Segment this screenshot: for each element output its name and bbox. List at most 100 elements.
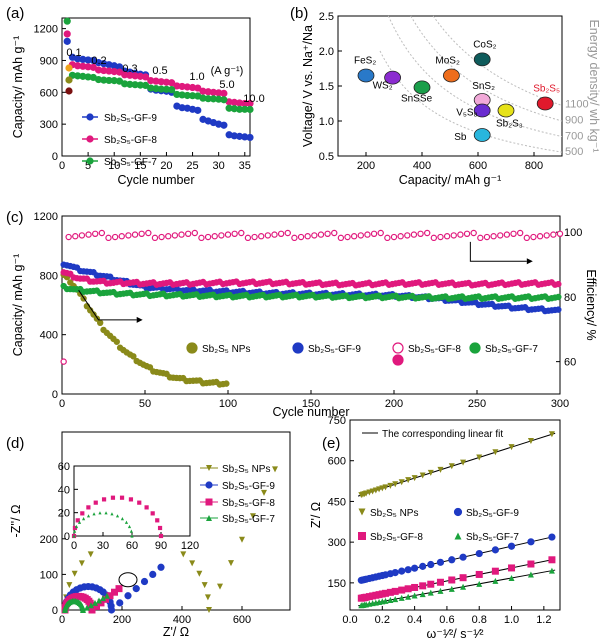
panel-c-y2label: Efficiency/ % (584, 269, 598, 340)
panel-e-legend-marker (454, 532, 462, 540)
panel-c-ytick-label: 1200 (34, 211, 58, 223)
panel-e-legend-label: Sb₂S₅ NPs (370, 508, 418, 519)
panel-a-ytick-label: 600 (40, 87, 58, 99)
panel-d-point (88, 602, 94, 609)
panel-e-label: (e) (322, 435, 340, 452)
panel-b-point (413, 80, 431, 95)
panel-c-xtick-label: 150 (302, 398, 320, 410)
panel-c-y2tick-label: 80 (564, 292, 576, 304)
panel-b-point (473, 128, 491, 142)
panel-c-efficiency-point (410, 231, 418, 238)
panel-b-contour (432, 15, 563, 106)
panel-c-legend-label: Sb₂S₅ NPs (202, 344, 250, 355)
panel-c-ylabel: Capacity/ mAh g⁻¹ (11, 254, 25, 356)
panel-d-inset-point (75, 518, 80, 523)
panel-c-efficiency-point (151, 234, 159, 242)
panel-b-point (384, 70, 402, 85)
panel-c-efficiency-point (60, 358, 67, 365)
panel-d-legend-marker (205, 498, 213, 506)
panel-a-xtick-label: 30 (213, 160, 225, 172)
panel-d-point (66, 582, 73, 589)
panel-c-y2tick-label: 100 (564, 227, 582, 239)
panel-e-point (548, 556, 556, 564)
panel-d-inset-point (129, 529, 133, 533)
panel-e-point (448, 556, 456, 564)
panel-b-contour-label: 1100 (565, 99, 589, 111)
panel-c-efficiency-point (198, 234, 205, 242)
panel-d-inset-point (124, 520, 129, 524)
panel-b-contour-label: 900 (565, 114, 583, 126)
panel-a-ytick-label: 1200 (34, 24, 58, 36)
panel-e-point (548, 533, 556, 541)
panel-e-point (398, 567, 406, 575)
panel-c-efficiency-point (503, 231, 511, 238)
panel-d-inset-point (81, 517, 86, 521)
panel-a-rate-label: 5.0 (219, 79, 234, 91)
panel-d-point (206, 607, 212, 613)
panel-c-efficiency-point (244, 234, 252, 242)
panel-c-ytick-label: 400 (40, 330, 58, 342)
panel-c-efficiency-point (424, 229, 431, 237)
panel-c-efficiency-point (443, 233, 451, 240)
panel-c-efficiency-point (284, 229, 291, 237)
panel-d-inset-ytick-label: 40 (58, 484, 70, 496)
panel-e-point (475, 570, 483, 578)
panel-e-point (527, 560, 535, 568)
panel-c-efficiency-point (370, 230, 378, 237)
panel-a-xlabel: Cycle number (117, 173, 194, 187)
panel-e-point (398, 479, 405, 486)
panel-e-legend-marker (358, 532, 366, 540)
panel-c-efficiency-point (463, 230, 471, 237)
panel-c-efficiency-point (258, 233, 265, 240)
panel-e-point (436, 558, 445, 566)
panel-a-ylabel: Capacity/ mAh g⁻¹ (11, 36, 25, 138)
panel-d-inset-ytick-label: 20 (58, 508, 70, 520)
panel-e-axes-frame (349, 419, 561, 611)
panel-d-inset-point (137, 500, 142, 505)
panel-e-point (507, 542, 516, 550)
panel-e-point (527, 437, 534, 444)
panel-b: (b) 200 400 600 800 0.5 1.0 1.5 2.0 2.5 Capacity/ … (290, 5, 600, 187)
panel-c-efficiency-point (510, 230, 517, 237)
panel-c-legend-marker-filled (392, 354, 404, 366)
panel-d-inset-xtick-label: 60 (126, 540, 138, 552)
panel-c-efficiency-point (331, 229, 338, 237)
panel-e-fit-line (357, 432, 556, 497)
panel-b-point-label: Sb₂S₃ (496, 119, 523, 130)
panel-d-inset-point (104, 511, 108, 515)
panel-b-contour (379, 50, 563, 153)
panel-e-xtick-label: 0.2 (375, 614, 390, 626)
panel-c-legend-marker (186, 342, 198, 354)
panel-c-efficiency-point (224, 231, 232, 238)
panel-c-efficiency-point (437, 233, 444, 241)
panel-d-point (107, 606, 116, 614)
panel-c-efficiency-point (384, 234, 391, 242)
panel-d-inset-point (80, 511, 85, 516)
panel-c-efficiency-point (516, 229, 524, 237)
panel-c-efficiency-point (85, 231, 92, 238)
panel-e-point (427, 469, 434, 476)
panel-b-point (473, 52, 491, 67)
panel-c-point (96, 319, 104, 326)
panel-d-point (84, 604, 90, 611)
panel-e-xtick-label: 0.0 (342, 614, 357, 626)
panel-a: (a) 0 5 10 15 20 25 30 35 0 300 600 900 1200 Cycle num… (6, 5, 265, 187)
panel-d-inset-point (74, 524, 79, 529)
panel-c-point (555, 280, 562, 288)
panel-d-inset-point (157, 525, 163, 531)
panel-c-efficiency-point (218, 232, 225, 239)
panel-e-point (459, 574, 467, 582)
panel-d-inset-point (110, 495, 116, 500)
panel-d-legend-marker (206, 515, 212, 521)
panel-d-point (132, 585, 140, 593)
panel-e-point (405, 477, 412, 484)
panel-c-arrow-head (136, 316, 143, 323)
panel-b-point (357, 68, 375, 83)
panel-c-point (223, 380, 230, 387)
panel-c-efficiency-point (291, 234, 298, 242)
panel-c-efficiency-point (238, 229, 245, 237)
panel-d-inset-point (86, 514, 91, 518)
panel-a-ytick-label: 900 (40, 55, 58, 67)
panel-c-efficiency-point (171, 232, 179, 239)
